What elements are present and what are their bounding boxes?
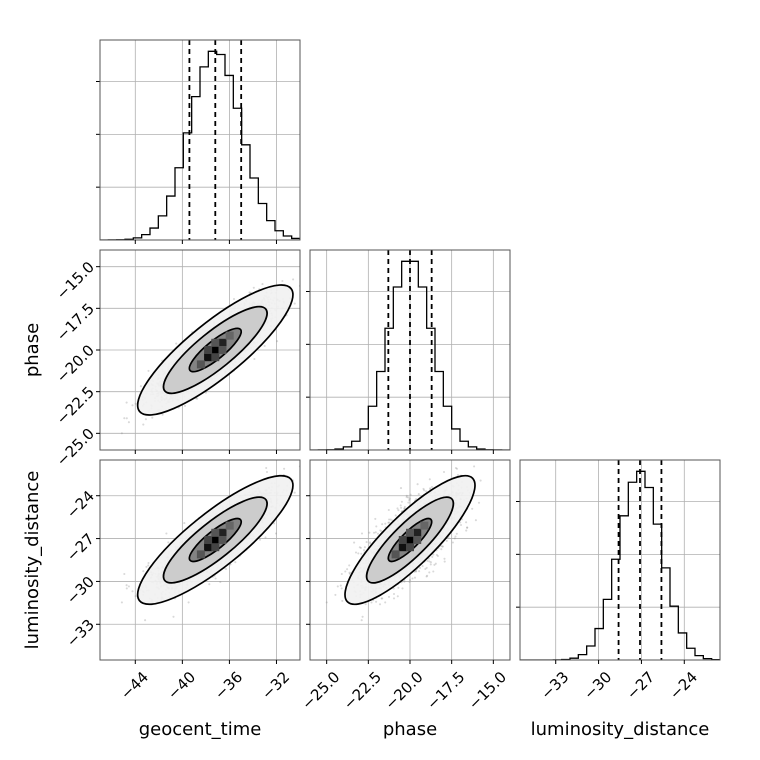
density-cell (218, 346, 227, 354)
sample-point (253, 357, 256, 361)
density-cell (211, 338, 220, 347)
sample-point (248, 291, 251, 294)
sample-point (175, 342, 178, 345)
histogram-geocent_time (100, 50, 300, 240)
sample-point (127, 421, 130, 424)
sample-point (144, 418, 147, 421)
sample-point (263, 344, 266, 348)
sample-point (123, 417, 126, 420)
sample-point (281, 279, 284, 283)
panel-phase-vs-phase (306, 249, 511, 454)
sample-point (204, 391, 207, 394)
sample-point (293, 302, 296, 305)
sample-point (131, 404, 134, 407)
sample-point (147, 369, 150, 372)
density-cell (196, 360, 205, 369)
sample-point (292, 278, 295, 281)
density-cell (204, 353, 213, 362)
sample-point (161, 413, 164, 416)
sample-point (234, 561, 237, 564)
sample-point (232, 297, 236, 301)
sample-point (265, 466, 268, 470)
density-core (196, 331, 234, 369)
sample-point (139, 385, 142, 388)
sample-point (273, 522, 276, 525)
sample-point (172, 615, 175, 618)
sample-point (125, 417, 128, 420)
sample-point (276, 340, 279, 343)
panel-phase-vs-geocent_time (96, 249, 301, 454)
sample-point (151, 416, 154, 419)
sample-point (120, 432, 123, 435)
sample-point (134, 402, 137, 405)
density-cell (211, 346, 220, 354)
grid (100, 40, 300, 240)
sample-point (261, 283, 264, 286)
sample-point (183, 522, 186, 525)
sample-point (142, 423, 145, 426)
panel-luminosity_distance-vs-geocent_time (96, 459, 301, 664)
sample-point (183, 404, 187, 407)
density-cell (211, 353, 220, 362)
panel-frame (99, 39, 301, 241)
density-cell (218, 338, 227, 347)
sample-point (196, 397, 199, 400)
sample-point (219, 580, 222, 584)
panel-geocent_time-vs-geocent_time (96, 39, 301, 244)
density-cell (204, 346, 213, 354)
sample-point (125, 401, 128, 404)
sample-point (187, 601, 190, 604)
density-cell (225, 331, 234, 340)
sample-point (252, 286, 255, 289)
